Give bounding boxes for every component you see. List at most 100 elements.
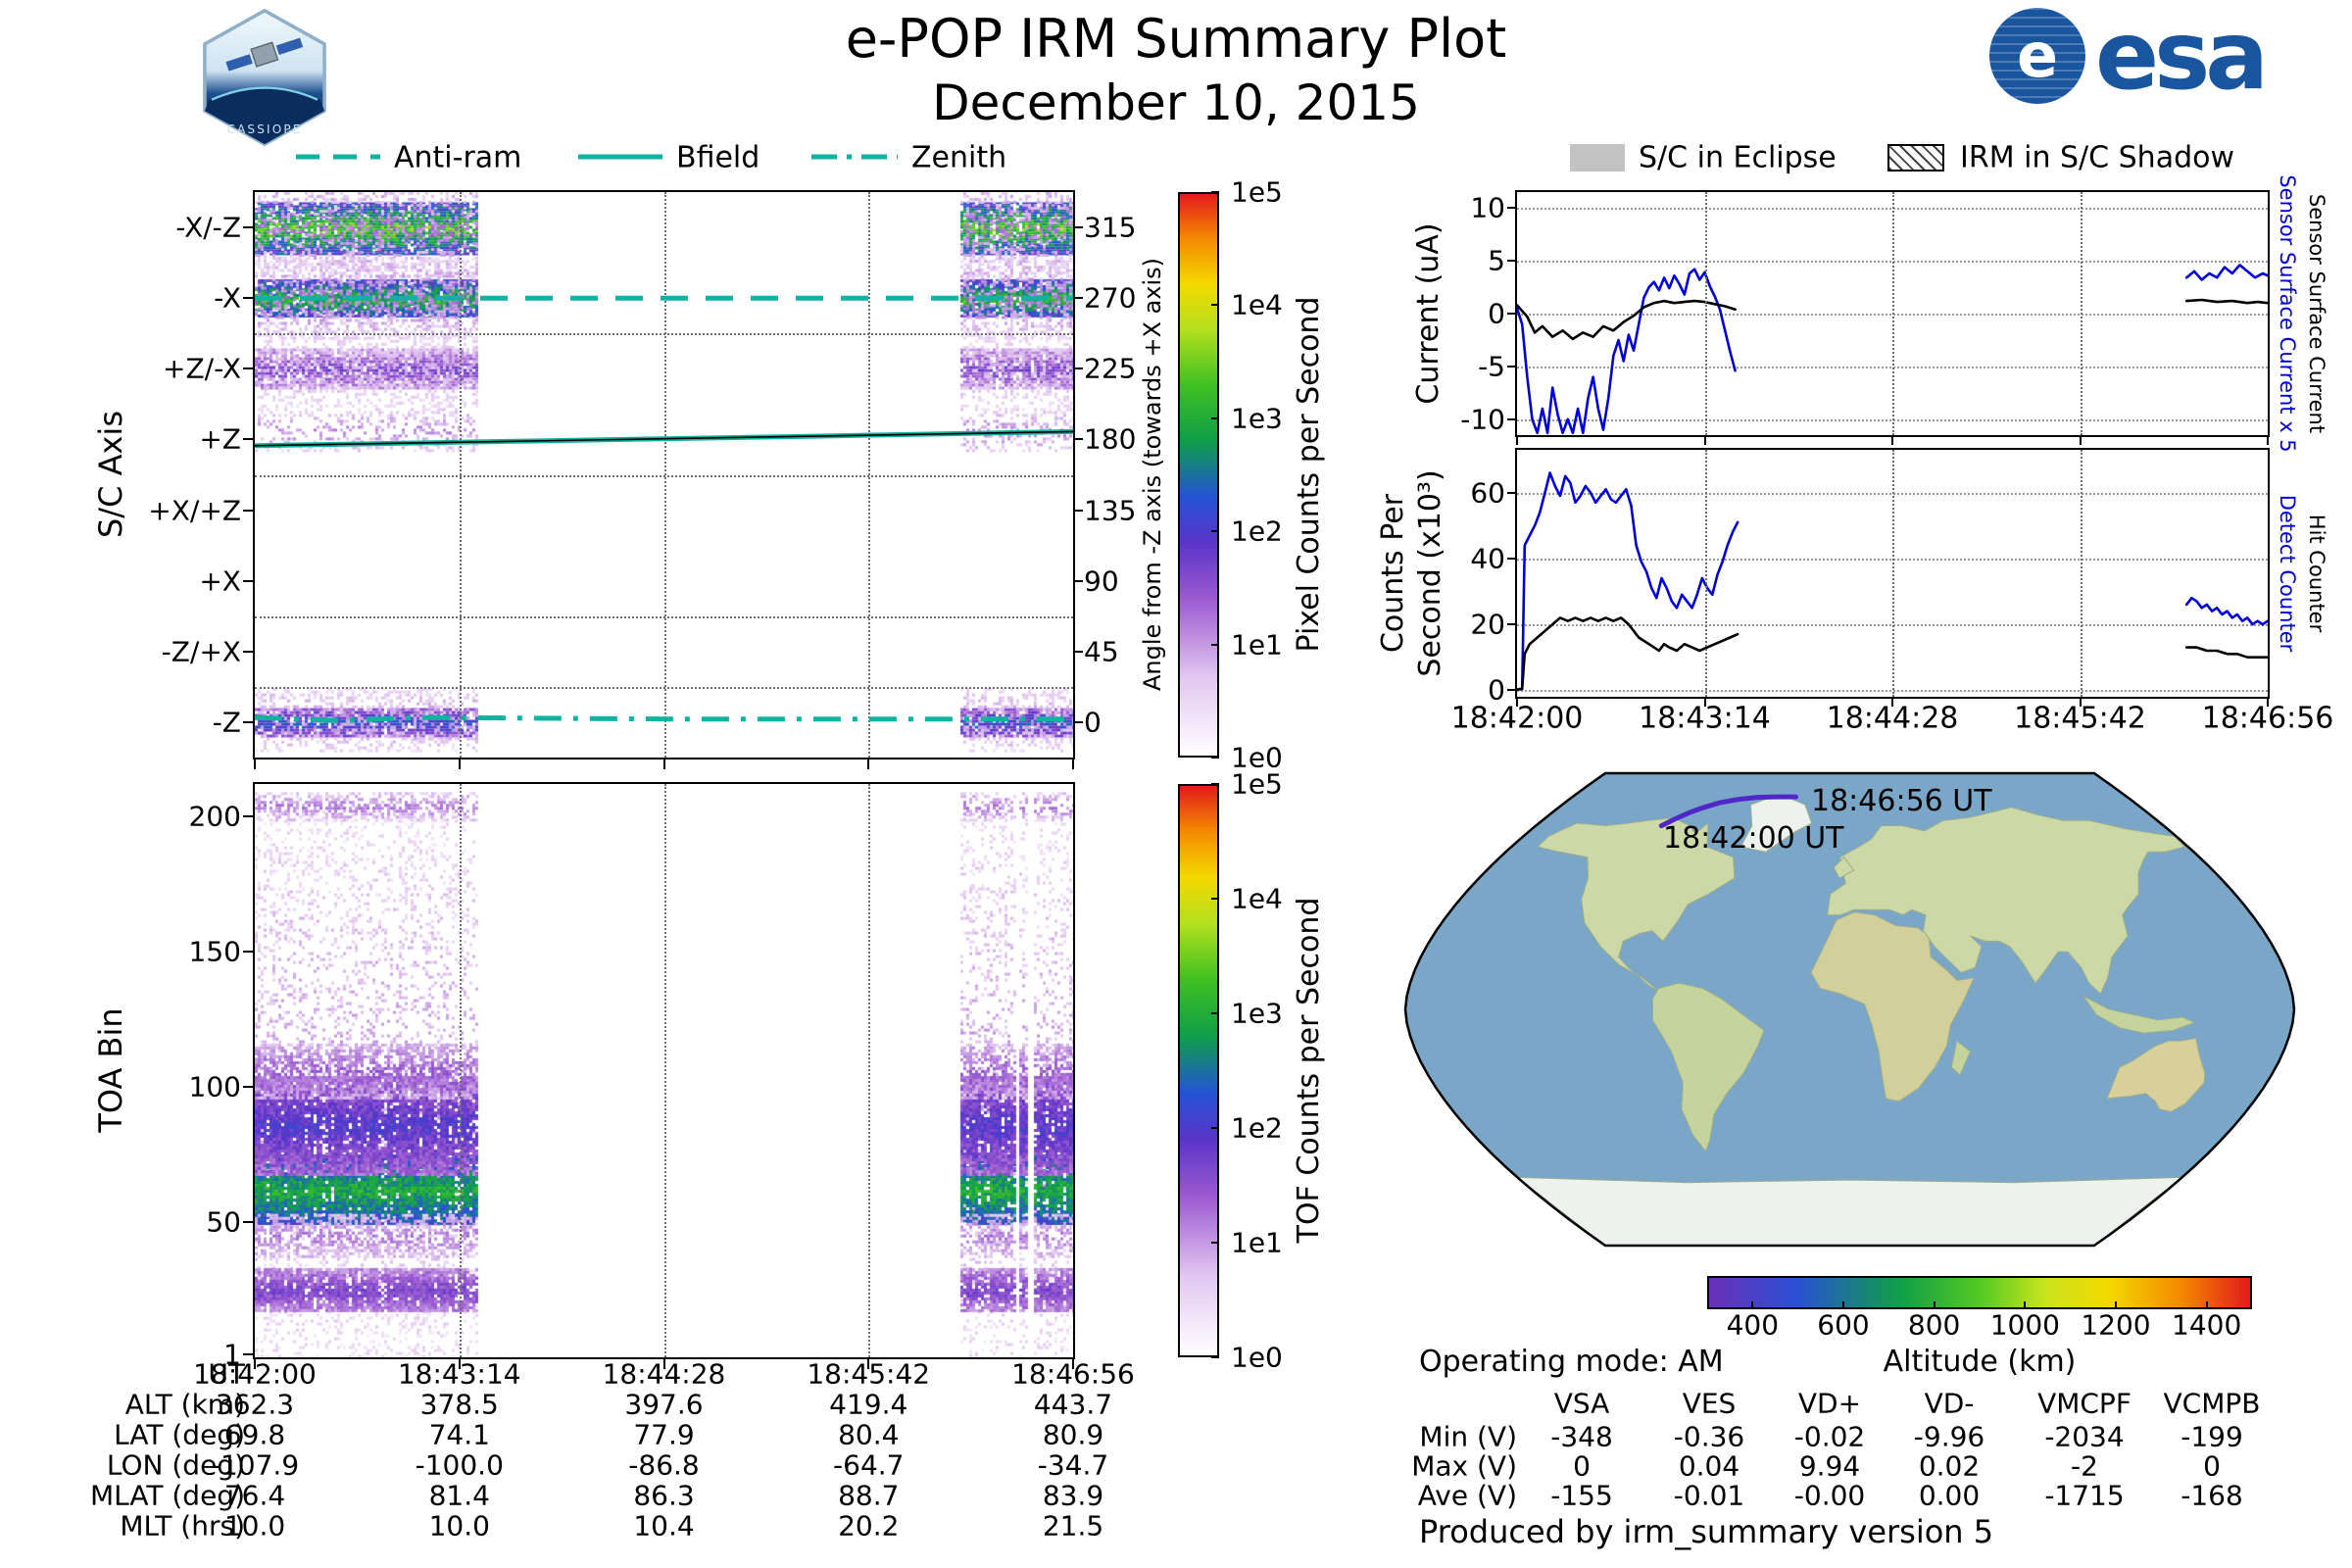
ephemeris-value: -100.0: [415, 1448, 504, 1482]
counts-ylabel-line2: Second (x10³): [1413, 469, 1447, 677]
antiram-legend-line: [296, 154, 380, 160]
ephemeris-value: -64.7: [833, 1448, 905, 1482]
ytick-mark: [1507, 623, 1517, 626]
toa-ytick-label: 150: [188, 935, 241, 968]
ytick-mark: [243, 509, 255, 512]
ephemeris-value: -86.8: [628, 1448, 700, 1482]
ephemeris-row-label: LAT (deg): [114, 1418, 245, 1451]
voltage-value: -348: [1550, 1420, 1613, 1453]
altitude-tick-label: 1000: [1989, 1308, 2060, 1342]
angle-zone-gridline: [255, 333, 1073, 336]
altitude-tick-label: 600: [1817, 1308, 1870, 1342]
xtick-mark: [662, 1357, 665, 1369]
angle-tick-label: 90: [1084, 564, 1119, 598]
colorbar-tick-label: 1e0: [1231, 741, 1283, 774]
voltage-value: -0.36: [1673, 1420, 1745, 1453]
altitude-colorbar: [1707, 1276, 2252, 1309]
voltage-value: -168: [2180, 1479, 2243, 1512]
continent-south-america: [1651, 982, 1765, 1152]
time-gridline: [1892, 192, 1894, 435]
sc-axis-ylabel: S/C Axis: [92, 411, 129, 538]
ytick-mark: [1507, 313, 1517, 315]
colorbar-tick-mark: [1211, 530, 1219, 533]
ephemeris-value: 397.6: [624, 1388, 704, 1421]
colorbar-tick-mark: [1211, 304, 1219, 307]
voltage-value: -9.96: [1913, 1420, 1985, 1453]
esa-disc-icon: e: [1989, 8, 2085, 104]
ytick-mark: [1507, 689, 1517, 692]
ephemeris-value: 378.5: [419, 1388, 499, 1421]
ephemeris-value: 83.9: [1042, 1479, 1104, 1512]
toa-ylabel: TOA Bin: [92, 1007, 129, 1133]
toa-ytick-label: 200: [188, 800, 241, 833]
colorbar-tick-mark: [1211, 783, 1219, 785]
time-gridline: [2080, 450, 2082, 697]
sc-axis-ytick-label: +X/+Z: [148, 494, 241, 527]
ephemeris-value: 10.0: [428, 1509, 490, 1543]
ephemeris-value: 88.7: [838, 1479, 900, 1512]
time-xtick-label: 18:46:56: [2201, 701, 2334, 736]
ytick-mark: [243, 297, 255, 300]
voltage-col-header: VD+: [1797, 1387, 1862, 1420]
ephemeris-value: 443.7: [1033, 1388, 1113, 1421]
voltage-value: -0.02: [1793, 1420, 1866, 1453]
xtick-mark: [1703, 697, 1706, 707]
ytick-mark: [243, 438, 255, 441]
time-gridline: [2080, 192, 2082, 435]
colorbar-tick-label: 1e5: [1231, 175, 1283, 209]
xtick-mark: [662, 758, 665, 769]
ytick-mark: [1073, 579, 1083, 582]
xtick-mark: [1891, 697, 1893, 707]
counts-ytick-label: 20: [1470, 608, 1505, 641]
satellite-ground-track: [1658, 794, 1798, 829]
ytick-mark: [1073, 720, 1083, 723]
toa-ytick-label: 50: [206, 1205, 241, 1239]
colorbar-tick-mark: [1211, 1127, 1219, 1129]
series-detect-counter: [2184, 596, 2268, 626]
ephemeris-value: 80.9: [1042, 1418, 1104, 1451]
colorbar-tick-label: 1e2: [1231, 1111, 1283, 1145]
time-gridline: [1704, 192, 1707, 435]
ytick-mark: [1073, 297, 1083, 300]
colorbar-tick-mark: [1211, 416, 1219, 419]
angle-tick-label: 0: [1084, 706, 1102, 739]
altitude-tick-mark: [1933, 1301, 1936, 1309]
sc-axis-ytick-label: -X/-Z: [175, 211, 241, 244]
continent-madagascar: [1950, 1040, 1972, 1076]
current-ytick-label: 10: [1470, 191, 1505, 224]
xtick-mark: [2079, 435, 2082, 445]
xtick-mark: [1516, 435, 1518, 445]
current-right-label-blue: Sensor Surface Current x 5: [2276, 174, 2299, 453]
xtick-mark: [2267, 435, 2269, 445]
colorbar-tick-mark: [1211, 757, 1219, 759]
xtick-mark: [254, 1357, 256, 1369]
ytick-mark: [1507, 557, 1517, 560]
ytick-mark: [243, 1086, 255, 1089]
ephemeris-value: 86.3: [633, 1479, 695, 1512]
voltage-value: -2: [2071, 1449, 2098, 1483]
angle-tick-label: 180: [1084, 422, 1137, 456]
ytick-mark: [1507, 417, 1517, 420]
ytick-mark: [243, 579, 255, 582]
legend-eclipse-label: S/C in Eclipse: [1639, 140, 1837, 175]
continent-australia: [2106, 1037, 2206, 1112]
sc-axis-ytick-label: +Z: [199, 422, 241, 456]
track-start-label: 18:42:00 UT: [1663, 821, 1844, 856]
time-xtick-label: 18:45:42: [2014, 701, 2146, 736]
voltage-value: -1715: [2044, 1479, 2125, 1512]
series-sensor-surface-current-x-5: [1517, 268, 1737, 435]
current-ytick-label: -10: [1460, 403, 1505, 436]
ytick-mark: [243, 368, 255, 370]
map-outline: [1403, 771, 2296, 1248]
continent-eurasia: [1827, 807, 2185, 995]
esa-logo: e esa: [1989, 8, 2269, 104]
ephemeris-row-label: LON (deg): [106, 1448, 245, 1482]
voltage-row-label: Max (V): [1411, 1449, 1517, 1483]
ytick-mark: [1507, 491, 1517, 494]
ephemeris-row-label: MLAT (deg): [89, 1479, 245, 1512]
xtick-mark: [1072, 758, 1074, 769]
series-detect-counter: [1517, 471, 1740, 691]
voltage-col-header: VSA: [1553, 1387, 1610, 1420]
altitude-tick-label: 1400: [2172, 1308, 2242, 1342]
